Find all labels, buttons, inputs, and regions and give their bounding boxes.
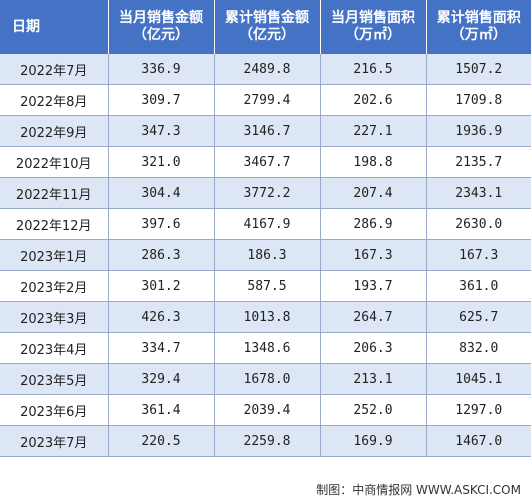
value-cell: 309.7	[108, 84, 215, 116]
date-cell: 2022年9月	[0, 115, 109, 147]
value-cell: 167.3	[426, 239, 531, 271]
table-row: 2023年1月 286.3 186.3 167.3 167.3	[0, 239, 531, 271]
column-header-title: 累计销售金额	[225, 10, 309, 26]
date-cell: 2022年11月	[0, 177, 109, 209]
value-cell: 2630.0	[426, 208, 531, 240]
value-cell: 3467.7	[214, 146, 321, 178]
table-row: 2023年3月 426.3 1013.8 264.7 625.7	[0, 301, 531, 333]
column-header-3: 当月销售面积 （万㎡）	[320, 0, 427, 54]
column-header-title: 当月销售面积	[331, 10, 415, 26]
date-cell: 2023年6月	[0, 394, 109, 426]
table-row: 2023年6月 361.4 2039.4 252.0 1297.0	[0, 394, 531, 426]
value-cell: 334.7	[108, 332, 215, 364]
column-header-2: 累计销售金额 （亿元）	[214, 0, 321, 54]
value-cell: 1678.0	[214, 363, 321, 395]
value-cell: 361.4	[108, 394, 215, 426]
column-header-title: 日期	[12, 18, 40, 35]
value-cell: 207.4	[320, 177, 427, 209]
value-cell: 832.0	[426, 332, 531, 364]
value-cell: 220.5	[108, 425, 215, 457]
date-cell: 2023年1月	[0, 239, 109, 271]
value-cell: 397.6	[108, 208, 215, 240]
value-cell: 321.0	[108, 146, 215, 178]
value-cell: 304.4	[108, 177, 215, 209]
sales-table: 日期 当月销售金额 （亿元） 累计销售金额 （亿元） 当月销售面积 （万㎡） 累计销售面积 （万…	[0, 0, 531, 457]
table-row: 2023年2月 301.2 587.5 193.7 361.0	[0, 270, 531, 302]
column-header-title: 当月销售金额	[119, 10, 203, 26]
value-cell: 264.7	[320, 301, 427, 333]
column-header-unit: （亿元）	[133, 27, 189, 43]
sales-table-container: 日期 当月销售金额 （亿元） 累计销售金额 （亿元） 当月销售面积 （万㎡） 累计销售面积 （万…	[0, 0, 531, 457]
value-cell: 206.3	[320, 332, 427, 364]
value-cell: 202.6	[320, 84, 427, 116]
value-cell: 329.4	[108, 363, 215, 395]
date-cell: 2023年3月	[0, 301, 109, 333]
value-cell: 3146.7	[214, 115, 321, 147]
value-cell: 4167.9	[214, 208, 321, 240]
value-cell: 426.3	[108, 301, 215, 333]
value-cell: 347.3	[108, 115, 215, 147]
value-cell: 1045.1	[426, 363, 531, 395]
source-credit: 制图：中商情报网 WWW.ASKCI.COM	[316, 483, 521, 497]
footer: 制图：中商情报网 WWW.ASKCI.COM	[0, 478, 531, 500]
value-cell: 186.3	[214, 239, 321, 271]
table-body: 2022年7月 336.9 2489.8 216.5 1507.2 2022年8月 309.…	[0, 54, 531, 457]
value-cell: 3772.2	[214, 177, 321, 209]
column-header-unit: （万㎡）	[345, 27, 401, 43]
value-cell: 1507.2	[426, 54, 531, 85]
table-row: 2022年12月 397.6 4167.9 286.9 2630.0	[0, 208, 531, 240]
column-header-1: 当月销售金额 （亿元）	[108, 0, 215, 54]
value-cell: 361.0	[426, 270, 531, 302]
value-cell: 286.3	[108, 239, 215, 271]
column-header-4: 累计销售面积 （万㎡）	[426, 0, 531, 54]
value-cell: 1013.8	[214, 301, 321, 333]
table-header: 日期 当月销售金额 （亿元） 累计销售金额 （亿元） 当月销售面积 （万㎡） 累计销售面积 （万…	[0, 0, 531, 54]
value-cell: 2343.1	[426, 177, 531, 209]
table-row: 2022年7月 336.9 2489.8 216.5 1507.2	[0, 54, 531, 85]
date-cell: 2023年7月	[0, 425, 109, 457]
value-cell: 1297.0	[426, 394, 531, 426]
value-cell: 1467.0	[426, 425, 531, 457]
value-cell: 252.0	[320, 394, 427, 426]
column-header-title: 累计销售面积	[436, 10, 521, 26]
value-cell: 286.9	[320, 208, 427, 240]
value-cell: 213.1	[320, 363, 427, 395]
value-cell: 2039.4	[214, 394, 321, 426]
table-row: 2022年10月 321.0 3467.7 198.8 2135.7	[0, 146, 531, 178]
table-row: 2022年11月 304.4 3772.2 207.4 2343.1	[0, 177, 531, 209]
table-row: 2023年7月 220.5 2259.8 169.9 1467.0	[0, 425, 531, 457]
value-cell: 216.5	[320, 54, 427, 85]
date-cell: 2022年8月	[0, 84, 109, 116]
value-cell: 301.2	[108, 270, 215, 302]
table-row: 2023年5月 329.4 1678.0 213.1 1045.1	[0, 363, 531, 395]
value-cell: 1709.8	[426, 84, 531, 116]
value-cell: 169.9	[320, 425, 427, 457]
date-cell: 2023年2月	[0, 270, 109, 302]
table-row: 2022年9月 347.3 3146.7 227.1 1936.9	[0, 115, 531, 147]
value-cell: 198.8	[320, 146, 427, 178]
value-cell: 227.1	[320, 115, 427, 147]
column-header-0: 日期	[0, 0, 109, 54]
table-row: 2023年4月 334.7 1348.6 206.3 832.0	[0, 332, 531, 364]
value-cell: 167.3	[320, 239, 427, 271]
table-row: 2022年8月 309.7 2799.4 202.6 1709.8	[0, 84, 531, 116]
date-cell: 2023年4月	[0, 332, 109, 364]
value-cell: 1348.6	[214, 332, 321, 364]
value-cell: 2489.8	[214, 54, 321, 85]
column-header-unit: （万㎡）	[450, 27, 507, 43]
value-cell: 2259.8	[214, 425, 321, 457]
column-header-unit: （亿元）	[239, 27, 295, 43]
date-cell: 2022年10月	[0, 146, 109, 178]
value-cell: 193.7	[320, 270, 427, 302]
header-row: 日期 当月销售金额 （亿元） 累计销售金额 （亿元） 当月销售面积 （万㎡） 累计销售面积 （万…	[0, 0, 531, 54]
value-cell: 1936.9	[426, 115, 531, 147]
value-cell: 2799.4	[214, 84, 321, 116]
value-cell: 625.7	[426, 301, 531, 333]
date-cell: 2022年12月	[0, 208, 109, 240]
date-cell: 2023年5月	[0, 363, 109, 395]
date-cell: 2022年7月	[0, 54, 109, 85]
value-cell: 587.5	[214, 270, 321, 302]
value-cell: 2135.7	[426, 146, 531, 178]
value-cell: 336.9	[108, 54, 215, 85]
